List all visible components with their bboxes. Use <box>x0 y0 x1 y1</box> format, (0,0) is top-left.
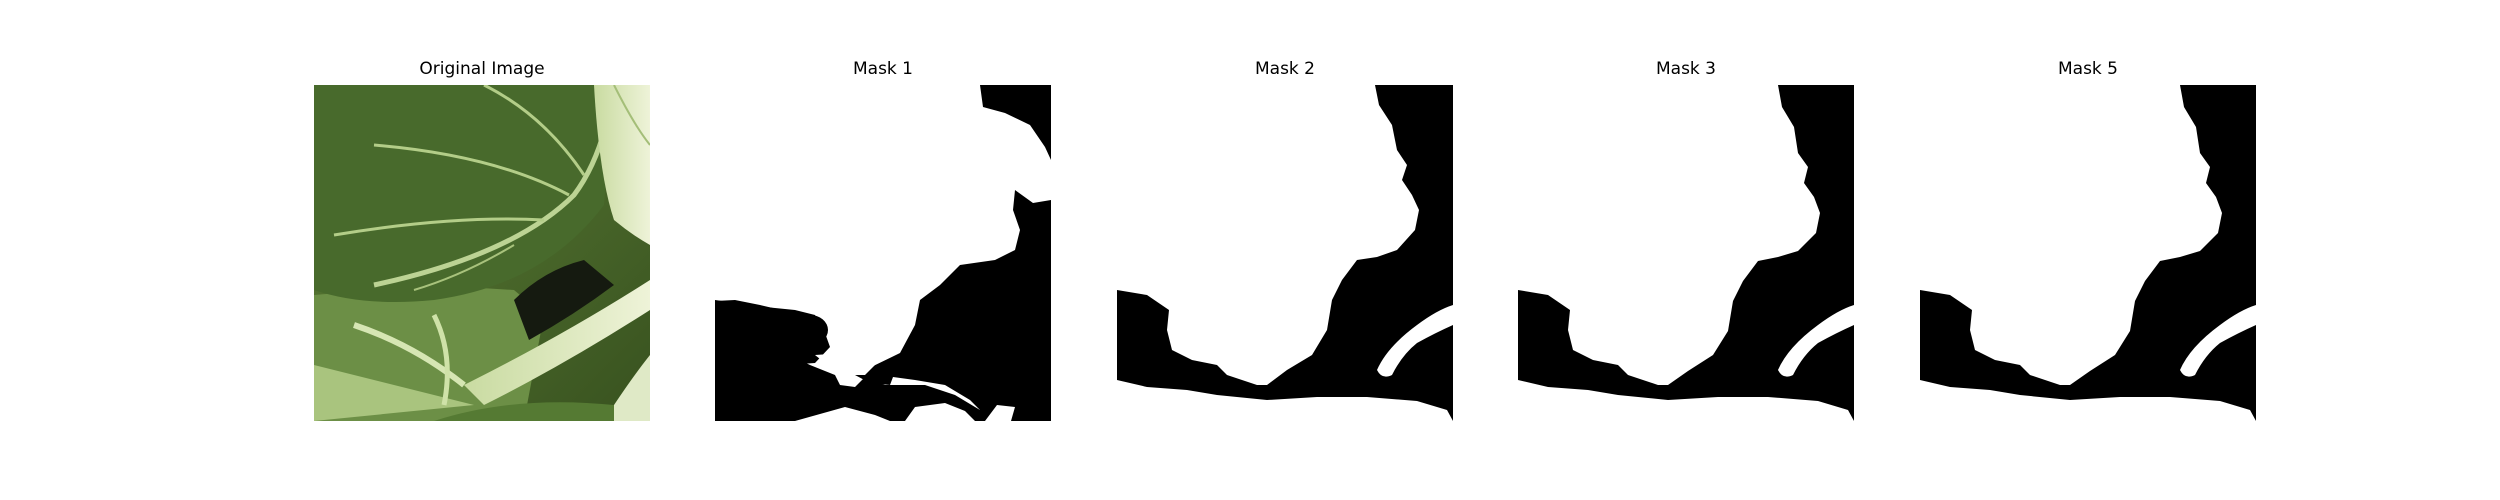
mask-1-image <box>715 85 1051 421</box>
panel-title-mask-1: Mask 1 <box>852 59 913 79</box>
panel-mask-5: Mask 5 <box>1920 0 2256 500</box>
panel-title-original: Original Image <box>419 59 545 79</box>
panel-original: Original Image <box>314 0 650 500</box>
original-image <box>314 85 650 421</box>
panel-mask-2: Mask 2 <box>1117 0 1453 500</box>
panel-mask-3: Mask 3 <box>1518 0 1854 500</box>
mask-2-image <box>1117 85 1453 421</box>
panel-mask-1: Mask 1 <box>715 0 1051 500</box>
panel-title-mask-2: Mask 2 <box>1254 59 1315 79</box>
panel-title-mask-3: Mask 3 <box>1655 59 1716 79</box>
mask-5-image <box>1920 85 2256 421</box>
mask-3-image <box>1518 85 1854 421</box>
panel-title-mask-5: Mask 5 <box>2057 59 2118 79</box>
